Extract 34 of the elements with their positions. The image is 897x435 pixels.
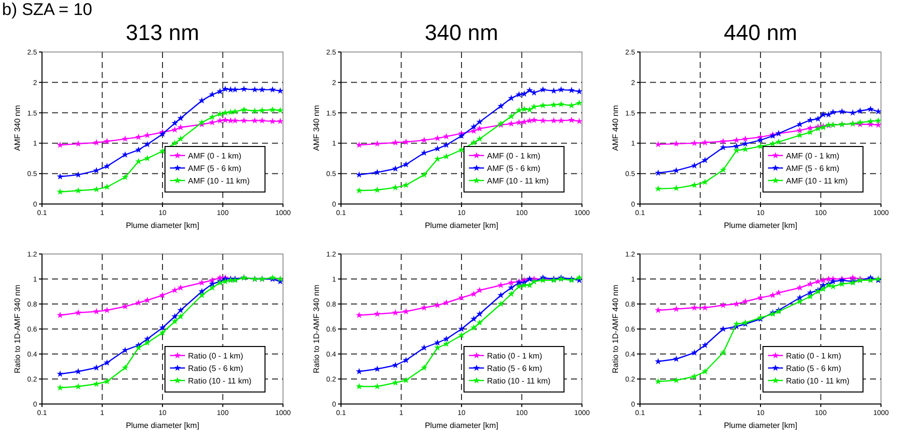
legend-label: AMF (5 - 6 km): [487, 164, 541, 173]
chart-title: 313 nm: [126, 20, 200, 45]
legend-label: Ratio (5 - 6 km): [786, 364, 842, 373]
x-axis-title: Plume diameter [km]: [724, 221, 798, 230]
legend-label: Ratio (0 - 1 km): [786, 352, 842, 360]
y-axis-title: Ratio to 1D-AMF 440 nm: [611, 284, 620, 374]
legend-label: AMF (10 - 11 km): [786, 176, 848, 186]
legend-label: AMF (10 - 11 km): [487, 176, 549, 186]
legend-label: AMF (0 - 1 km): [786, 152, 840, 160]
x-axis-title: Plume diameter [km]: [126, 221, 200, 230]
text: b) SZA = 10: [2, 0, 92, 19]
x-axis-title: Plume diameter [km]: [424, 221, 498, 230]
legend-label: AMF (10 - 11 km): [188, 176, 250, 186]
y-axis-title: Ratio to 1D-AMF 340 nm: [312, 284, 321, 374]
legend-label: Ratio (5 - 6 km): [188, 364, 244, 373]
chart-title: 340 nm: [424, 20, 498, 45]
legend-label: Ratio (10 - 11 km): [487, 376, 551, 386]
legend-label: AMF (0 - 1 km): [188, 152, 242, 160]
legend-label: Ratio (10 - 11 km): [786, 376, 850, 386]
legend-label: Ratio (0 - 1 km): [487, 352, 542, 360]
legend-label: AMF (5 - 6 km): [188, 164, 242, 173]
y-axis-title: AMF 340 nm: [312, 104, 321, 151]
x-axis-title: Plume diameter [km]: [724, 421, 798, 430]
x-axis-title: Plume diameter [km]: [424, 421, 498, 430]
y-axis-title: AMF 440 nm: [611, 104, 620, 151]
legend-label: Ratio (5 - 6 km): [487, 364, 542, 373]
x-axis-title: Plume diameter [km]: [126, 421, 200, 430]
y-axis-title: Ratio to 1D-AMF 340 nm: [13, 284, 22, 374]
legend-label: Ratio (10 - 11 km): [188, 376, 252, 386]
chart-title: 440 nm: [724, 20, 798, 45]
legend-label: AMF (5 - 6 km): [786, 164, 840, 173]
legend-label: AMF (0 - 1 km): [487, 152, 541, 160]
legend-label: Ratio (0 - 1 km): [188, 352, 244, 360]
y-axis-title: AMF 340 nm: [13, 104, 22, 151]
